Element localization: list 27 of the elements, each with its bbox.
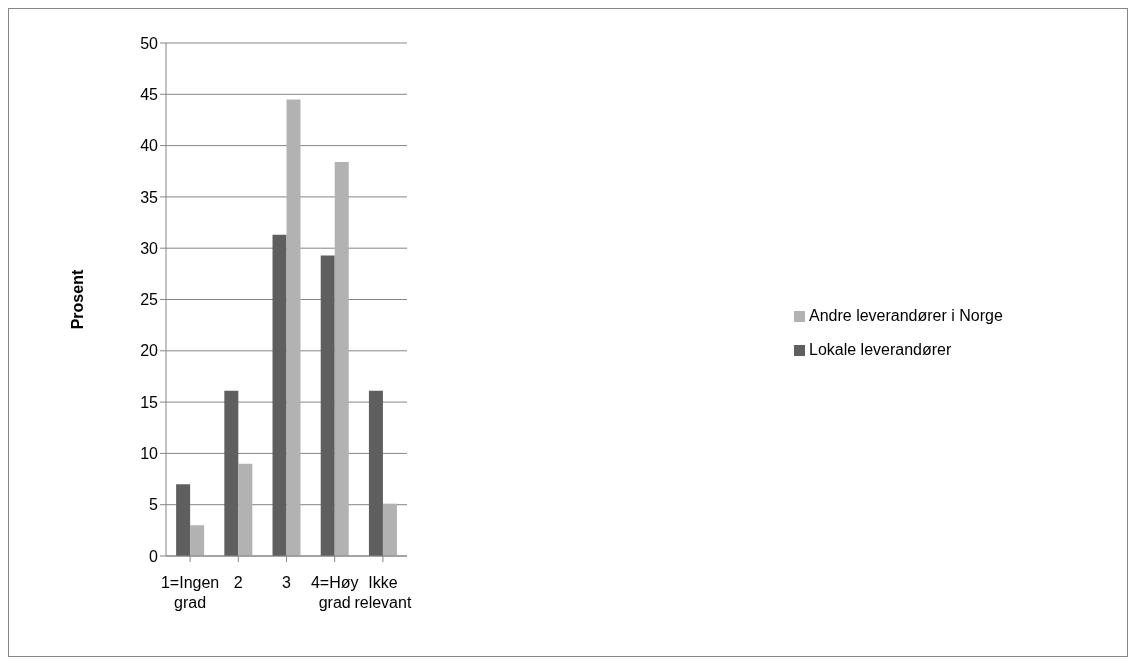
y-tick-label: 5 (149, 496, 159, 514)
bar (334, 162, 349, 556)
y-tick-label: 40 (140, 137, 159, 155)
bar (382, 503, 397, 556)
bar (190, 525, 205, 556)
bar (286, 99, 301, 556)
y-tick-label: 0 (149, 547, 159, 565)
y-tick-label: 25 (140, 291, 159, 309)
y-tick-label: 10 (140, 445, 159, 463)
x-tick-label: 1=Ingen grad (160, 574, 220, 612)
bar (224, 390, 239, 556)
y-tick-label: 20 (140, 342, 159, 360)
bar (176, 484, 191, 556)
y-axis-title: Prosent (68, 269, 86, 330)
y-tick-label: 35 (140, 188, 159, 206)
legend-label: Andre leverandører i Norge (809, 306, 1003, 324)
y-tick-label: 30 (140, 239, 159, 257)
y-tick-label: 45 (140, 85, 159, 103)
x-tick-label: 3 (282, 574, 292, 592)
y-tick-label: 15 (140, 393, 159, 411)
x-tick-label: 2 (233, 574, 243, 592)
y-tick-label: 50 (140, 34, 159, 52)
bar (238, 463, 253, 556)
bar (320, 255, 335, 556)
bar (368, 390, 383, 556)
legend-label: Lokale leverandører (809, 340, 952, 358)
bar (272, 234, 287, 556)
